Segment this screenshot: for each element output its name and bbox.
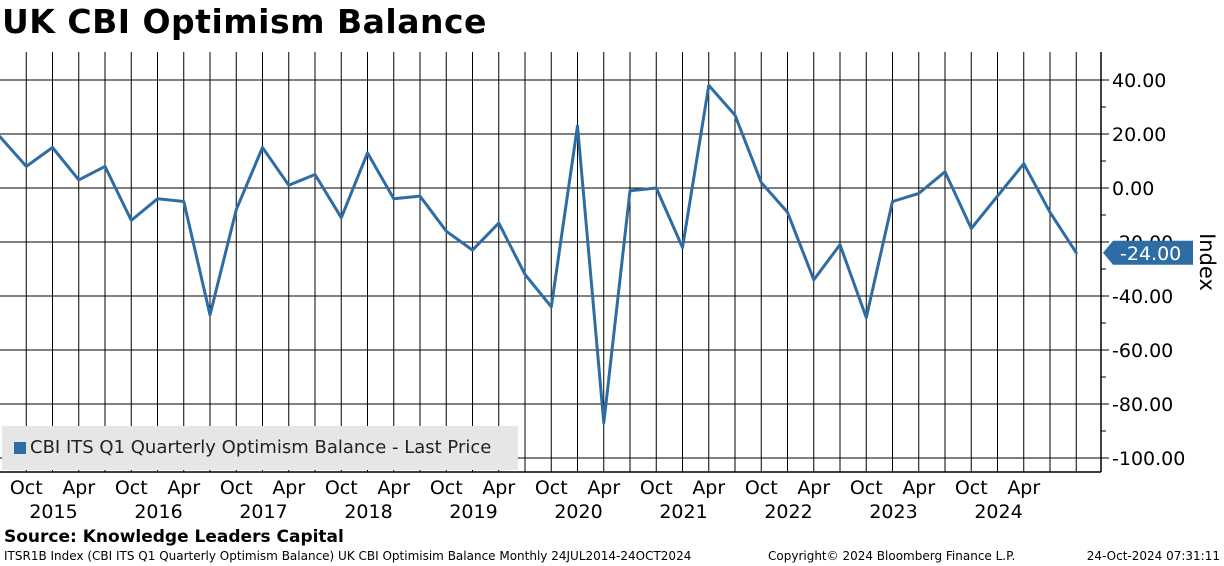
grid-lines [0,52,1101,472]
y-tick-label: 20.00 [1112,124,1166,146]
x-tick-label: Apr [377,477,410,499]
x-tick-label: Apr [587,477,620,499]
x-tick-label: Apr [1007,477,1040,499]
x-tick-label: Oct [115,477,148,499]
copyright-note: Copyright© 2024 Bloomberg Finance L.P. [768,549,1016,563]
x-tick-label: Apr [482,477,515,499]
x-year-label: 2024 [974,501,1022,523]
x-tick-label: Oct [850,477,883,499]
series-line [0,83,1078,425]
axes [0,52,1102,473]
legend-entry: CBI ITS Q1 Quarterly Optimism Balance - … [30,437,492,458]
y-tick-label: -80.00 [1112,394,1173,416]
x-year-label: 2023 [869,501,917,523]
x-year-label: 2018 [344,501,392,523]
x-year-label: 2017 [239,501,287,523]
series-layer [0,83,1078,425]
chart-title: UK CBI Optimism Balance [2,2,487,41]
x-year-label: 2020 [554,501,602,523]
y-tick-label: -100.00 [1112,448,1185,470]
last-value-label: -24.00 [1120,243,1181,265]
x-year-label: 2015 [29,501,77,523]
x-tick-label: Oct [10,477,43,499]
x-tick-label: Apr [272,477,305,499]
x-tick-label: Apr [797,477,830,499]
x-tick-label: Apr [692,477,725,499]
y-tick-label: 40.00 [1112,70,1166,92]
source-note: Source: Knowledge Leaders Capital [4,527,344,547]
x-year-label: 2019 [449,501,497,523]
legend-swatch [14,442,26,454]
x-year-label: 2021 [659,501,707,523]
x-tick-label: Apr [167,477,200,499]
x-tick-label: Oct [535,477,568,499]
x-axis-ticks: Oct Apr Oct Apr Oct Apr Oct Apr Oct Apr Oct Apr Oct A… [10,477,1041,523]
y-axis-label: Index [1195,233,1219,291]
last-value-marker: -24.00 [1103,240,1193,265]
x-tick-label: Apr [62,477,95,499]
y-tick-label: 0.00 [1112,178,1154,200]
x-tick-label: Oct [955,477,988,499]
x-year-label: 2022 [764,501,812,523]
line-chart: Oct Apr Oct Apr Oct Apr Oct Apr Oct Apr Oct Apr Oct A… [0,52,1219,523]
x-tick-label: Oct [430,477,463,499]
x-year-label: 2016 [134,501,182,523]
last-value-badge [1103,240,1193,265]
ticker-description: ITSR1B Index (CBI ITS Q1 Quarterly Optim… [4,549,692,563]
x-tick-label: Apr [902,477,935,499]
y-tick-label: -60.00 [1112,340,1173,362]
legend: CBI ITS Q1 Quarterly Optimism Balance - … [2,426,518,470]
y-axis-ticks: 40.0020.000.00-20.00-40.00-60.00-80.00-1… [1101,70,1219,470]
x-tick-label: Oct [640,477,673,499]
x-tick-label: Oct [745,477,778,499]
x-tick-label: Oct [220,477,253,499]
timestamp: 24-Oct-2024 07:31:11 [1086,549,1220,563]
x-tick-label: Oct [325,477,358,499]
y-tick-label: -40.00 [1112,286,1173,308]
